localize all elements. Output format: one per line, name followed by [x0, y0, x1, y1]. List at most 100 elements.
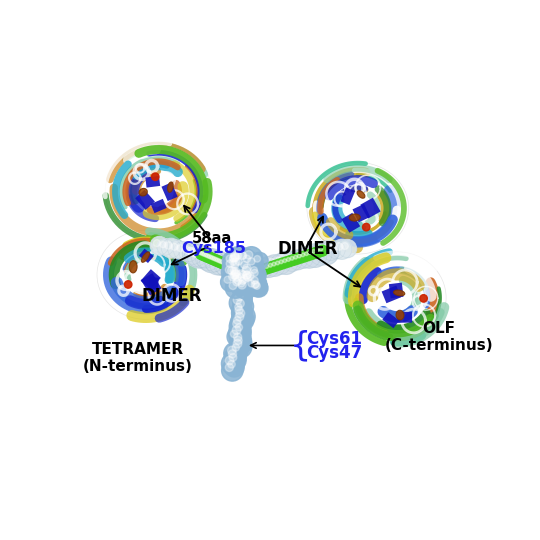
Circle shape [234, 270, 252, 288]
Circle shape [225, 278, 246, 298]
Circle shape [220, 260, 224, 264]
Circle shape [200, 251, 211, 261]
Circle shape [199, 251, 203, 255]
Circle shape [231, 271, 239, 279]
Circle shape [224, 276, 231, 284]
Circle shape [226, 261, 234, 269]
Circle shape [251, 252, 268, 270]
Circle shape [230, 265, 234, 268]
Circle shape [233, 284, 252, 302]
Circle shape [420, 295, 427, 302]
Ellipse shape [386, 286, 409, 309]
Circle shape [232, 263, 240, 272]
Circle shape [325, 244, 332, 252]
Circle shape [231, 308, 254, 331]
Circle shape [291, 253, 299, 261]
Circle shape [226, 264, 246, 284]
Circle shape [216, 255, 238, 277]
Circle shape [239, 278, 246, 285]
Circle shape [195, 250, 203, 258]
Circle shape [297, 252, 305, 259]
Circle shape [288, 250, 308, 269]
Circle shape [208, 255, 215, 262]
Circle shape [232, 275, 239, 282]
Circle shape [248, 267, 259, 278]
Circle shape [274, 258, 281, 265]
Circle shape [226, 255, 234, 262]
Circle shape [227, 264, 249, 286]
Circle shape [239, 266, 247, 274]
Circle shape [278, 258, 288, 269]
Ellipse shape [331, 184, 384, 232]
Circle shape [240, 271, 259, 289]
Circle shape [237, 258, 256, 277]
Ellipse shape [139, 188, 147, 196]
Circle shape [232, 300, 251, 319]
Circle shape [231, 330, 238, 338]
Ellipse shape [100, 233, 192, 316]
Ellipse shape [134, 264, 158, 286]
Circle shape [188, 248, 197, 256]
Circle shape [231, 253, 239, 261]
Circle shape [248, 277, 267, 297]
Circle shape [240, 275, 248, 284]
Circle shape [228, 266, 236, 275]
Circle shape [210, 255, 219, 264]
Circle shape [234, 279, 255, 300]
Circle shape [207, 253, 218, 264]
Text: DIMER: DIMER [278, 240, 338, 258]
Circle shape [227, 248, 249, 271]
Circle shape [225, 266, 233, 274]
Circle shape [241, 266, 248, 274]
Circle shape [256, 265, 267, 276]
Circle shape [221, 360, 243, 381]
Circle shape [201, 252, 210, 261]
Circle shape [315, 241, 339, 265]
Circle shape [226, 255, 244, 273]
Ellipse shape [396, 310, 404, 320]
Circle shape [235, 303, 242, 310]
Circle shape [243, 255, 251, 262]
Circle shape [270, 254, 291, 274]
Circle shape [268, 264, 272, 267]
Circle shape [214, 258, 218, 261]
Circle shape [235, 323, 242, 331]
Circle shape [229, 272, 247, 290]
Circle shape [228, 350, 237, 358]
Circle shape [248, 280, 255, 287]
Ellipse shape [116, 152, 201, 231]
Circle shape [224, 342, 246, 365]
Ellipse shape [127, 258, 165, 292]
Circle shape [233, 340, 242, 348]
Circle shape [239, 267, 260, 288]
Circle shape [233, 320, 241, 328]
Circle shape [217, 259, 225, 266]
Circle shape [275, 261, 279, 265]
Circle shape [246, 272, 254, 280]
Circle shape [230, 263, 241, 274]
Circle shape [272, 262, 276, 266]
Circle shape [233, 277, 252, 295]
Circle shape [227, 263, 231, 267]
Circle shape [227, 327, 247, 347]
Ellipse shape [138, 173, 179, 211]
Circle shape [294, 255, 298, 259]
Circle shape [230, 267, 238, 274]
Circle shape [227, 268, 246, 287]
Circle shape [220, 259, 231, 270]
Circle shape [230, 259, 237, 265]
Circle shape [191, 248, 200, 258]
Circle shape [217, 259, 221, 262]
Ellipse shape [379, 280, 416, 315]
Circle shape [232, 320, 251, 340]
Circle shape [224, 262, 246, 284]
Text: Cys185: Cys185 [181, 241, 246, 256]
Ellipse shape [372, 274, 423, 322]
Ellipse shape [317, 172, 399, 245]
Circle shape [232, 265, 235, 269]
Circle shape [279, 255, 287, 264]
Circle shape [226, 350, 246, 370]
Circle shape [228, 262, 239, 273]
Circle shape [247, 273, 267, 293]
Circle shape [231, 260, 239, 268]
